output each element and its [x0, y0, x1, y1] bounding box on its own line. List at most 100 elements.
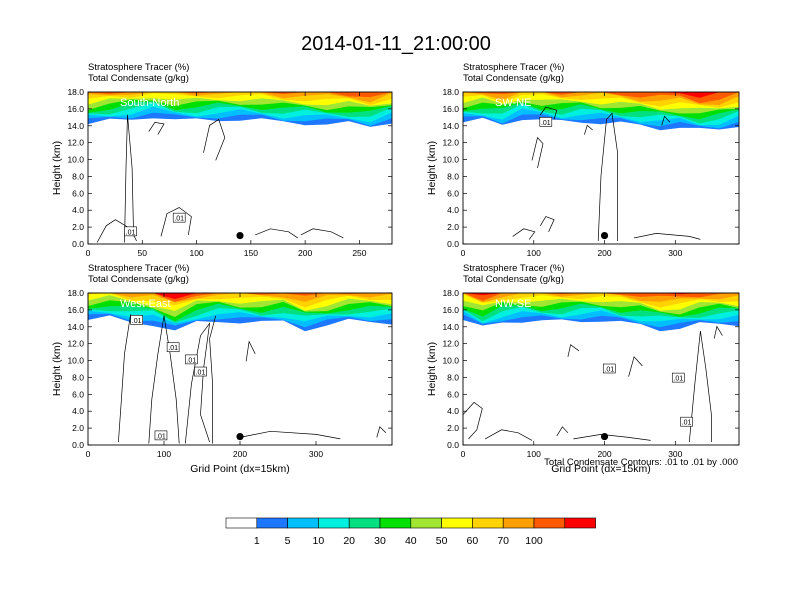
location-marker — [236, 432, 244, 441]
panel-frame — [87, 91, 393, 245]
y-tick-label: 14.0 — [67, 121, 84, 131]
x-tick-label: 200 — [597, 449, 611, 459]
colorbar-swatch — [225, 517, 258, 529]
condensate-contour — [540, 106, 558, 120]
y-tick-label: 6.0 — [447, 389, 459, 399]
tracer-shade-level-8 — [88, 92, 392, 106]
plot-area: .01 .01 .01 — [463, 293, 739, 445]
contour-label: .01 — [156, 433, 166, 440]
y-tick-label: 6.0 — [72, 188, 84, 198]
tracer-shade-level-9 — [463, 92, 739, 105]
x-tick-label: 50 — [138, 248, 148, 258]
y-tick-label: 8.0 — [447, 372, 459, 382]
y-tick-label: 2.0 — [447, 222, 459, 232]
y-tick-label: 6.0 — [72, 389, 84, 399]
y-tick-label: 2.0 — [447, 423, 459, 433]
contour-label-box — [185, 354, 198, 365]
contour-label-box — [680, 416, 693, 427]
colorbar: 1 5 10 20 30 40 50 60 70 100 — [225, 517, 596, 547]
condensate-contour — [584, 124, 593, 135]
condensate-contour — [209, 315, 217, 444]
panel-title-tracer: Stratosphere Tracer (%) — [463, 62, 564, 73]
contour-label: .01 — [604, 367, 614, 374]
y-tick-label: 0.0 — [72, 440, 84, 450]
panel-frame — [462, 91, 740, 245]
y-tick-label: 14.0 — [442, 322, 459, 332]
plot-area: .01.01.01.01.01 — [88, 293, 392, 445]
condensate-contour — [688, 330, 712, 443]
y-axis-label: Height (km) — [426, 342, 438, 396]
condensate-contour — [124, 114, 134, 243]
location-marker — [600, 432, 609, 441]
y-tick-label: 10.0 — [67, 155, 84, 165]
colorbar-label: 60 — [467, 535, 479, 547]
condensate-contour — [245, 340, 256, 362]
colorbar-swatch — [472, 517, 504, 529]
colorbar-swatch — [564, 517, 596, 529]
panel-sw-ne: .01 SW-NE Stratosphere Tracer (%)Total Con… — [426, 62, 740, 258]
colorbar-label: 30 — [374, 535, 386, 547]
condensate-contour — [556, 426, 569, 437]
y-tick-label: 2.0 — [72, 222, 84, 232]
plot-area: .01 .01 — [88, 92, 392, 244]
panel-name: SW-NE — [495, 97, 531, 109]
y-tick-label: 0.0 — [72, 239, 84, 249]
condensate-contour — [634, 233, 701, 240]
x-tick-label: 200 — [597, 248, 611, 258]
colorbar-swatch — [441, 517, 473, 529]
y-tick-label: 10.0 — [442, 155, 459, 165]
condensate-contour — [118, 314, 131, 443]
y-tick-label: 14.0 — [67, 322, 84, 332]
x-axis-label: Grid Point (dx=15km) — [190, 463, 290, 475]
contour-label-box — [172, 212, 186, 223]
y-tick-label: 4.0 — [72, 205, 84, 215]
contour-label-box — [124, 226, 137, 237]
panel-title-tracer: Stratosphere Tracer (%) — [88, 263, 189, 274]
y-axis-label: Height (km) — [51, 342, 63, 396]
panel-title-condensate: Total Condensate (g/kg) — [88, 274, 189, 285]
y-tick-label: 16.0 — [442, 104, 459, 114]
colorbar-swatch — [379, 517, 412, 529]
panel-name: NW-SE — [495, 298, 531, 310]
y-tick-label: 0.0 — [447, 239, 459, 249]
x-tick-label: 200 — [233, 449, 247, 459]
tracer-shade-level-10 — [463, 293, 739, 301]
colorbar-label: 1 — [254, 535, 260, 547]
contour-label: .01 — [168, 345, 178, 352]
colorbar-label: 20 — [343, 535, 355, 547]
y-tick-label: 4.0 — [72, 406, 84, 416]
x-tick-label: 100 — [157, 449, 171, 459]
tracer-shade-level-10 — [88, 92, 392, 98]
y-tick-label: 14.0 — [442, 121, 459, 131]
x-tick-label: 300 — [668, 248, 682, 258]
tracer-shade-level-11 — [463, 92, 739, 98]
y-tick-label: 12.0 — [442, 339, 459, 349]
tracer-shade-level-9 — [88, 92, 392, 103]
y-tick-label: 16.0 — [442, 305, 459, 315]
x-tick-label: 100 — [527, 449, 541, 459]
y-tick-label: 16.0 — [67, 305, 84, 315]
condensate-contour — [148, 122, 165, 135]
tracer-shade-level-11 — [463, 293, 739, 296]
y-axis-label: Height (km) — [51, 141, 63, 195]
y-tick-label: 8.0 — [72, 372, 84, 382]
y-tick-label: 12.0 — [67, 138, 84, 148]
y-tick-label: 12.0 — [442, 138, 459, 148]
condensate-contour — [573, 434, 651, 441]
y-tick-label: 8.0 — [72, 171, 84, 181]
y-tick-label: 18.0 — [442, 87, 459, 97]
condensate-contour — [184, 322, 211, 444]
y-tick-label: 10.0 — [67, 356, 84, 366]
panel-title-condensate: Total Condensate (g/kg) — [463, 73, 564, 84]
colorbar-label: 70 — [497, 535, 509, 547]
contour-label: .01 — [682, 420, 692, 427]
contour-label: .01 — [186, 357, 196, 364]
colorbar-label: 5 — [285, 535, 291, 547]
y-tick-label: 12.0 — [67, 339, 84, 349]
condensate-contour — [203, 118, 226, 161]
condensate-contour — [463, 401, 483, 440]
contour-label: .01 — [541, 120, 551, 127]
colorbar-label: 10 — [313, 535, 325, 547]
